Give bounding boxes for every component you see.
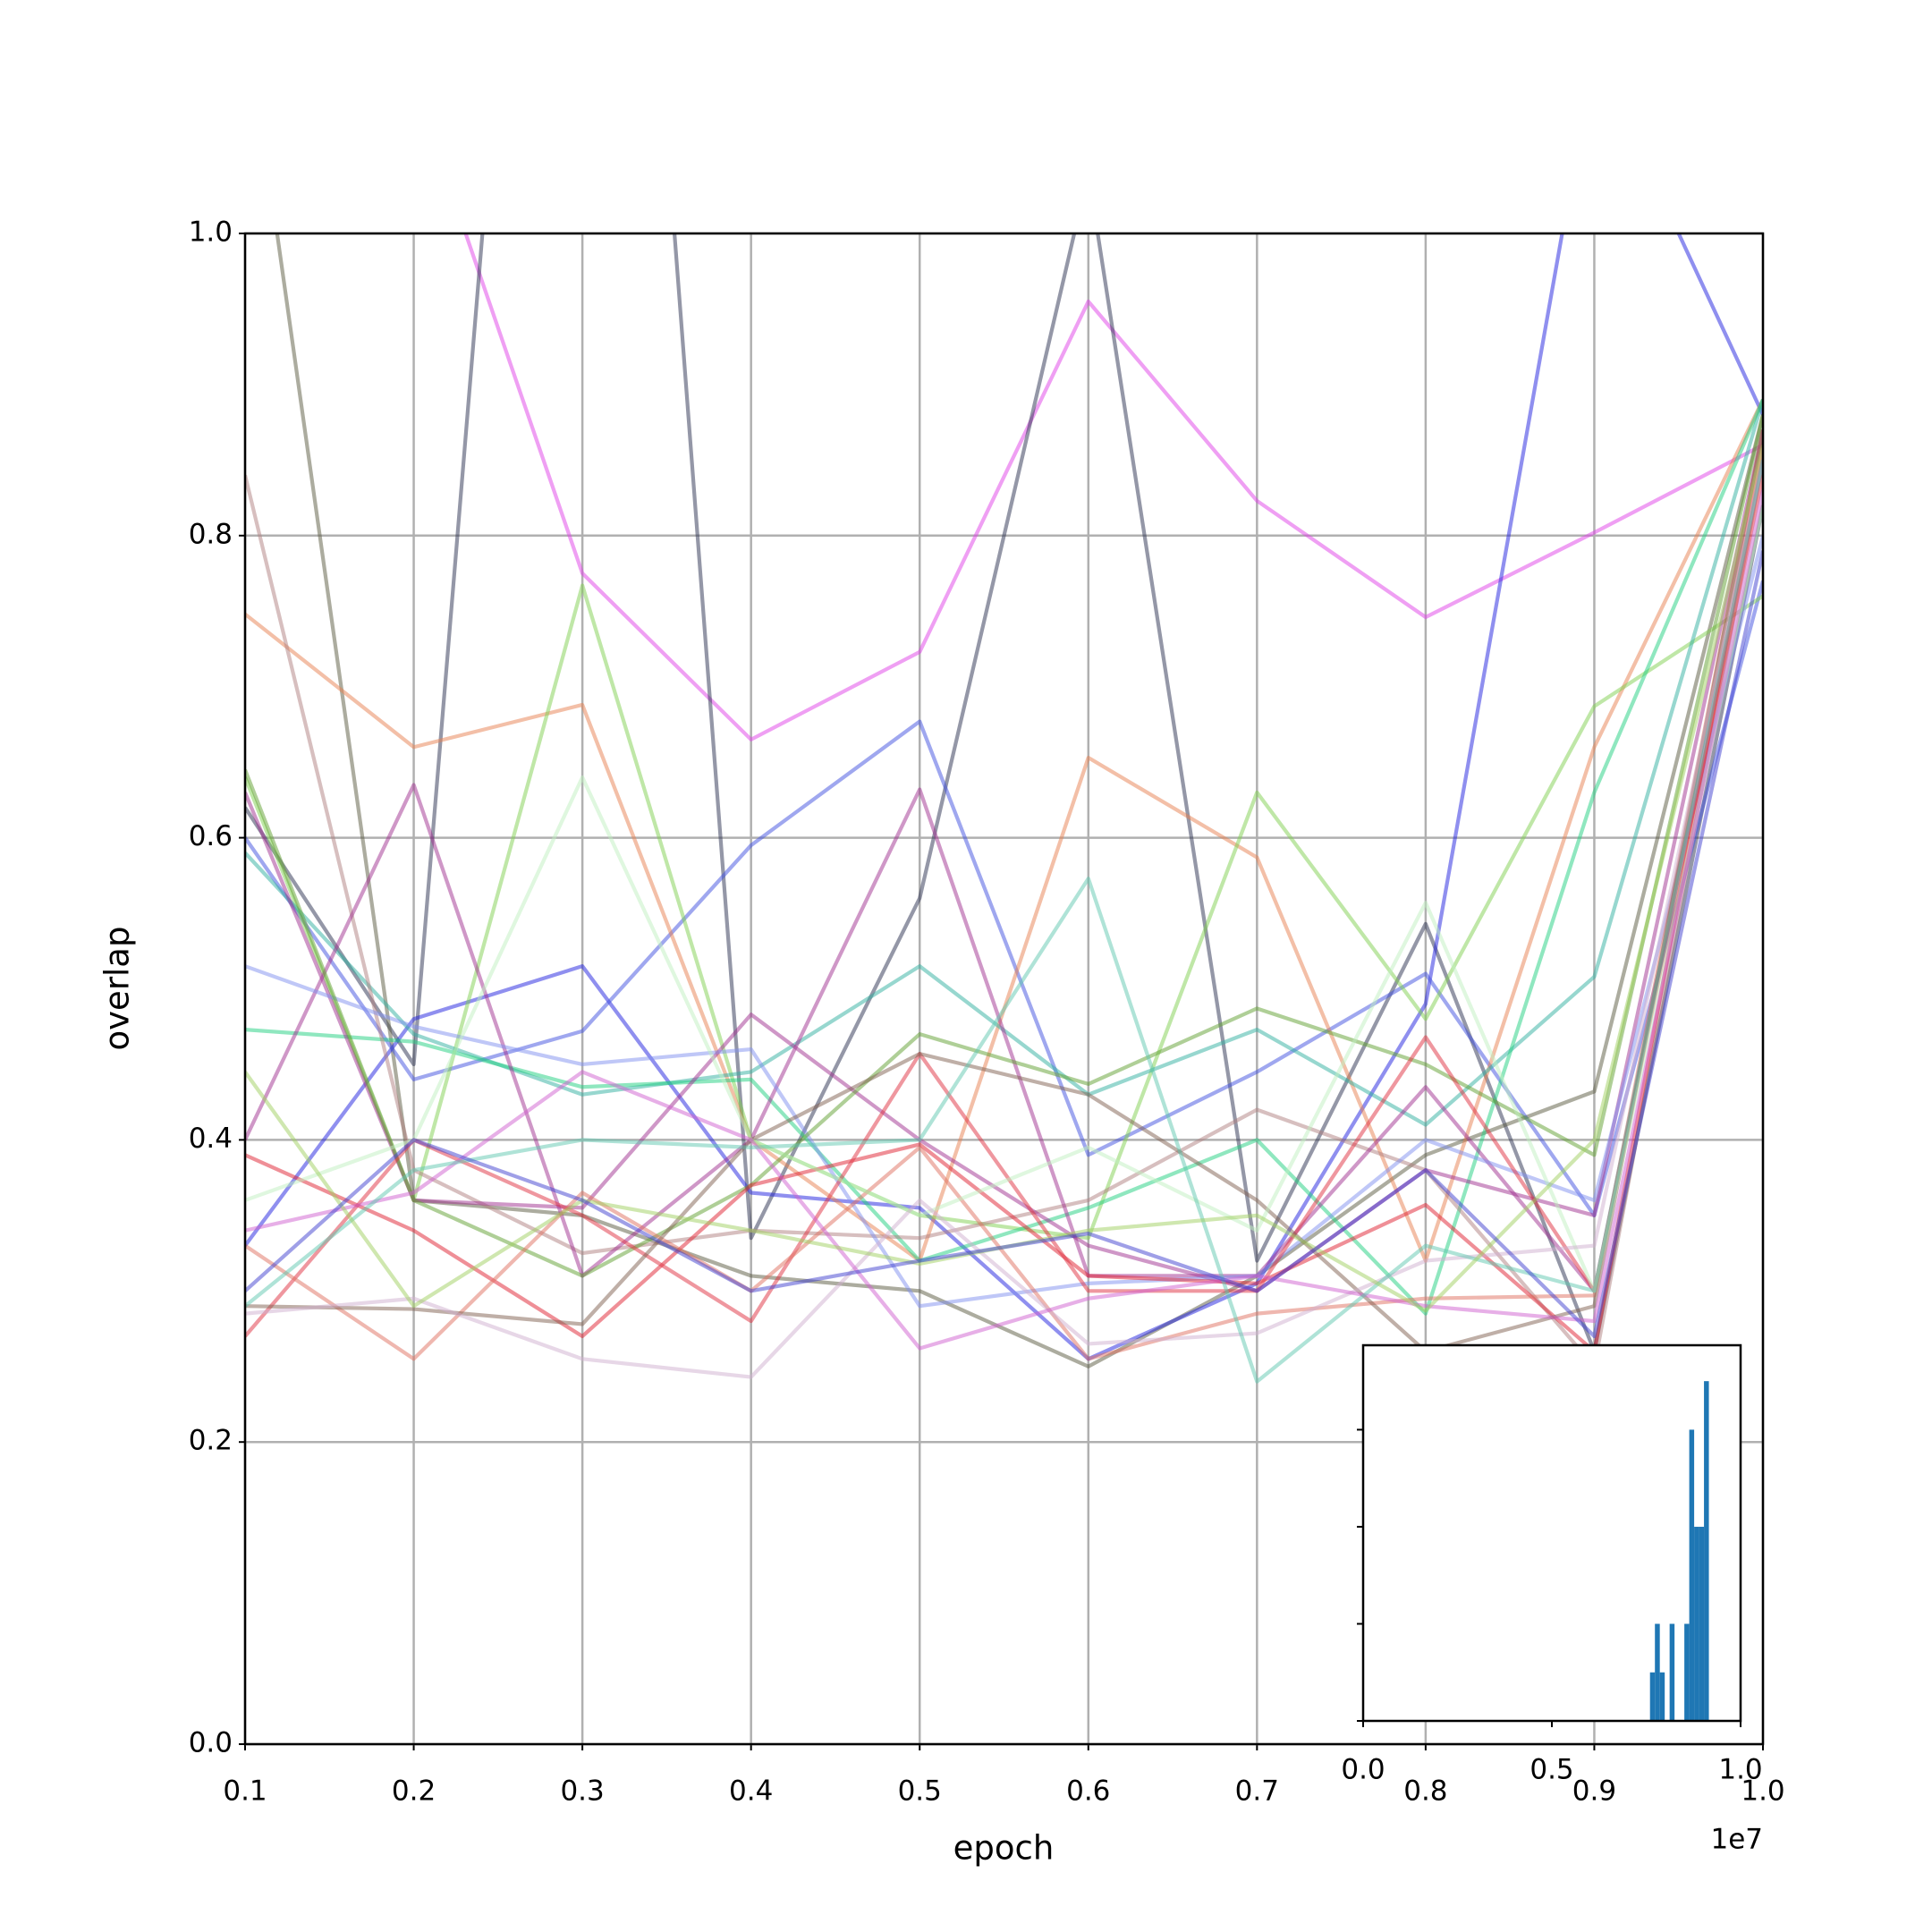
histogram-bar (1694, 1526, 1699, 1721)
x-tick-label: 0.5 (1530, 1754, 1573, 1786)
histogram-bar (1649, 1672, 1656, 1721)
histogram-bar (1659, 1672, 1665, 1721)
x-tick-label: 0.2 (392, 1775, 436, 1808)
y-tick-label: 0.6 (189, 820, 233, 852)
histogram-bar (1689, 1429, 1695, 1721)
x-tick-label: 0.8 (1403, 1775, 1447, 1808)
x-tick-label: 0.7 (1235, 1775, 1279, 1808)
series-line (245, 459, 1763, 1293)
series-line (245, 489, 1763, 1351)
histogram-bar (1655, 1623, 1660, 1721)
series-line (245, 550, 1763, 1339)
lines (245, 233, 1763, 1384)
x-tick-label: 1.0 (1718, 1754, 1762, 1786)
x-tick-label: 0.6 (1066, 1775, 1110, 1808)
series-line (245, 504, 1763, 1293)
series-line (245, 398, 1763, 1316)
offset-label: 1e7 (1710, 1824, 1763, 1856)
x-tick-label: 0.9 (1572, 1775, 1616, 1808)
histogram-bar (1684, 1623, 1690, 1721)
y-axis-label: overlap (98, 927, 137, 1051)
x-tick-label: 0.3 (560, 1775, 604, 1808)
x-tick-label: 0.1 (223, 1775, 267, 1808)
x-axis-label: epoch (953, 1829, 1055, 1868)
series-line (245, 474, 1763, 1338)
inset-background (1363, 1345, 1741, 1721)
series-line (463, 233, 1763, 741)
x-tick-label: 0.5 (898, 1775, 942, 1808)
histogram-bar (1699, 1526, 1705, 1721)
series-line (245, 535, 1763, 1309)
y-tick-label: 1.0 (189, 216, 233, 249)
series-line (245, 233, 1763, 1353)
series-line (245, 445, 1763, 1353)
inset-frame (1361, 1343, 1742, 1723)
series-line (245, 583, 1763, 1241)
x-tick-label: 1.0 (1741, 1775, 1784, 1808)
y-tick-label: 0.2 (189, 1425, 233, 1457)
histogram-bar (1704, 1381, 1709, 1721)
histogram-bar (1669, 1623, 1675, 1721)
y-tick-label: 0.0 (189, 1727, 233, 1759)
x-tick-label: 0.4 (729, 1775, 773, 1808)
y-tick-label: 0.4 (189, 1123, 233, 1155)
x-tick-label: 0.0 (1341, 1754, 1385, 1786)
plot-frame (243, 232, 1765, 1746)
series-line (245, 429, 1763, 1353)
series-line (245, 459, 1763, 1384)
series-line (245, 233, 1763, 1361)
series-line (245, 429, 1763, 1361)
y-tick-label: 0.8 (189, 518, 233, 550)
series-line (245, 429, 1763, 1293)
series-line (245, 414, 1763, 1278)
series-line (275, 233, 1763, 1368)
